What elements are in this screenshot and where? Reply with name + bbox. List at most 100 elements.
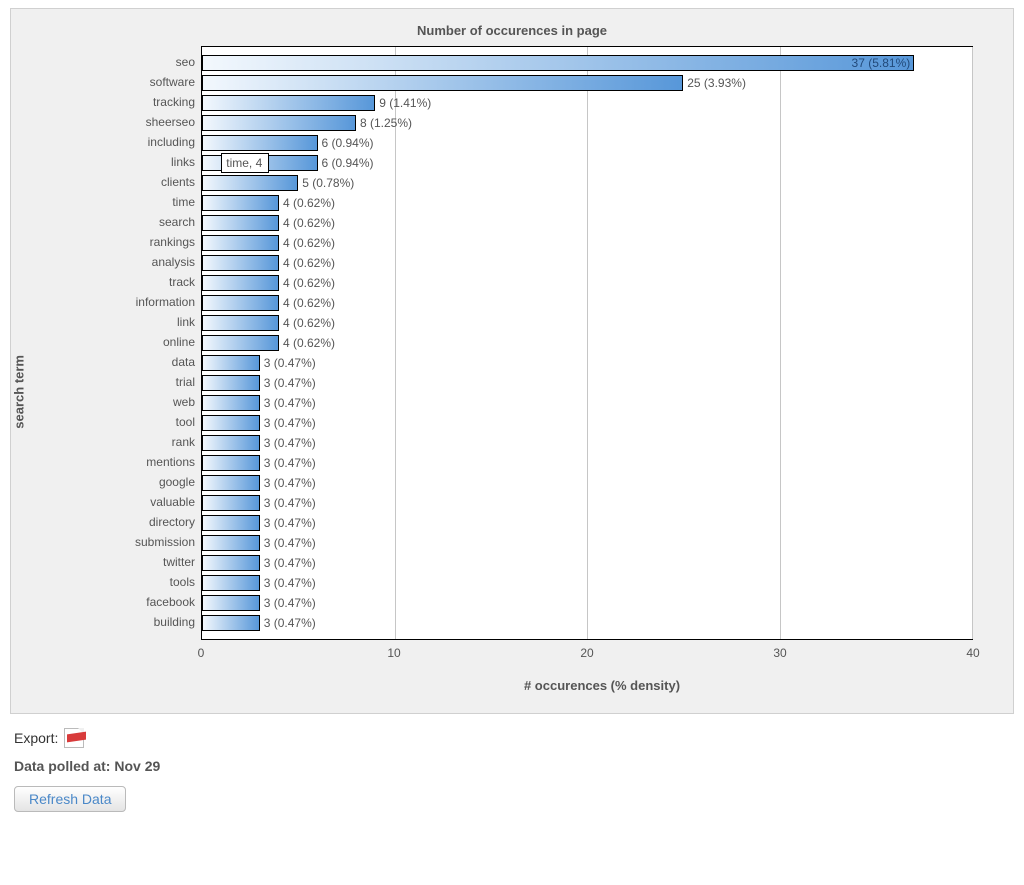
bar-row: 6 (0.94%) xyxy=(202,133,972,153)
bar[interactable] xyxy=(202,115,356,131)
bar-value-label: 3 (0.47%) xyxy=(260,373,316,393)
bar-row: 4 (0.62%) xyxy=(202,293,972,313)
x-axis-ticks: 010203040 xyxy=(201,646,973,664)
bar-value-label: 25 (3.93%) xyxy=(683,73,746,93)
chart-panel: Number of occurences in page search term… xyxy=(10,8,1014,714)
plot-area: 37 (5.81%)25 (3.93%)9 (1.41%)8 (1.25%)6 … xyxy=(201,46,973,640)
category-label: information xyxy=(21,292,195,312)
bar-row: 6 (0.94%)time, 4 xyxy=(202,153,972,173)
bar-row: 4 (0.62%) xyxy=(202,193,972,213)
bar[interactable] xyxy=(202,475,260,491)
bar-value-label: 4 (0.62%) xyxy=(279,313,335,333)
bar-row: 4 (0.62%) xyxy=(202,333,972,353)
bar-value-label: 4 (0.62%) xyxy=(279,293,335,313)
bar[interactable] xyxy=(202,595,260,611)
bar[interactable] xyxy=(202,95,375,111)
bar[interactable] xyxy=(202,455,260,471)
category-label: tracking xyxy=(21,92,195,112)
category-label: building xyxy=(21,612,195,632)
bar[interactable] xyxy=(202,275,279,291)
bar[interactable] xyxy=(202,395,260,411)
category-label: twitter xyxy=(21,552,195,572)
bar-row: 3 (0.47%) xyxy=(202,413,972,433)
bar[interactable] xyxy=(202,375,260,391)
x-tick: 30 xyxy=(773,646,786,660)
bar[interactable] xyxy=(202,295,279,311)
category-label: mentions xyxy=(21,452,195,472)
bar-value-label: 3 (0.47%) xyxy=(260,453,316,473)
bar[interactable] xyxy=(202,135,318,151)
bar-value-label: 6 (0.94%) xyxy=(318,133,374,153)
bar-row: 4 (0.62%) xyxy=(202,253,972,273)
category-label: valuable xyxy=(21,492,195,512)
bar-row: 4 (0.62%) xyxy=(202,273,972,293)
bar-row: 3 (0.47%) xyxy=(202,573,972,593)
bar-value-label: 4 (0.62%) xyxy=(279,273,335,293)
export-row: Export: xyxy=(14,728,1010,748)
category-label: tool xyxy=(21,412,195,432)
bar-value-label: 6 (0.94%) xyxy=(318,153,374,173)
polled-row: Data polled at: Nov 29 xyxy=(14,758,1010,774)
bar-row: 3 (0.47%) xyxy=(202,473,972,493)
bar-value-label: 3 (0.47%) xyxy=(260,553,316,573)
bar[interactable] xyxy=(202,335,279,351)
bar[interactable] xyxy=(202,615,260,631)
bar-row: 25 (3.93%) xyxy=(202,73,972,93)
gridline xyxy=(972,47,973,639)
bar-value-label: 3 (0.47%) xyxy=(260,433,316,453)
export-label: Export: xyxy=(14,730,58,746)
category-label: clients xyxy=(21,172,195,192)
bar[interactable] xyxy=(202,535,260,551)
bar-value-label: 4 (0.62%) xyxy=(279,193,335,213)
category-label: search xyxy=(21,212,195,232)
bar[interactable] xyxy=(202,415,260,431)
bar-row: 3 (0.47%) xyxy=(202,613,972,633)
category-label: seo xyxy=(21,52,195,72)
bar[interactable] xyxy=(202,175,298,191)
x-tick: 0 xyxy=(198,646,205,660)
bar-row: 3 (0.47%) xyxy=(202,353,972,373)
bar[interactable] xyxy=(202,435,260,451)
footer-area: Export: Data polled at: Nov 29 Refresh D… xyxy=(10,728,1014,812)
category-label: software xyxy=(21,72,195,92)
bar[interactable] xyxy=(202,55,914,71)
category-label: data xyxy=(21,352,195,372)
bar[interactable] xyxy=(202,235,279,251)
x-axis-label: # occurences (% density) xyxy=(191,664,1013,713)
bar-value-label: 3 (0.47%) xyxy=(260,473,316,493)
chart-area: search term seosoftwaretrackingsheerseoi… xyxy=(21,46,973,664)
bar-value-label: 3 (0.47%) xyxy=(260,393,316,413)
bar-row: 8 (1.25%) xyxy=(202,113,972,133)
bar[interactable] xyxy=(202,315,279,331)
bar[interactable] xyxy=(202,75,683,91)
bar[interactable] xyxy=(202,515,260,531)
category-label: track xyxy=(21,272,195,292)
bar-value-label: 9 (1.41%) xyxy=(375,93,431,113)
category-label: analysis xyxy=(21,252,195,272)
bar-value-label: 3 (0.47%) xyxy=(260,533,316,553)
pdf-icon[interactable] xyxy=(64,728,84,748)
bar-value-label: 3 (0.47%) xyxy=(260,613,316,633)
bar[interactable] xyxy=(202,575,260,591)
category-label: web xyxy=(21,392,195,412)
category-label: rank xyxy=(21,432,195,452)
bar[interactable] xyxy=(202,495,260,511)
bar-row: 4 (0.62%) xyxy=(202,233,972,253)
bar[interactable] xyxy=(202,255,279,271)
category-label: sheerseo xyxy=(21,112,195,132)
bar[interactable] xyxy=(202,355,260,371)
category-label: link xyxy=(21,312,195,332)
bar-row: 3 (0.47%) xyxy=(202,493,972,513)
bar[interactable] xyxy=(202,215,279,231)
bar-row: 4 (0.62%) xyxy=(202,213,972,233)
category-label: rankings xyxy=(21,232,195,252)
bar-value-label: 3 (0.47%) xyxy=(260,353,316,373)
category-label: time xyxy=(21,192,195,212)
category-label: including xyxy=(21,132,195,152)
bar[interactable] xyxy=(202,555,260,571)
refresh-button[interactable]: Refresh Data xyxy=(14,786,126,812)
x-tick: 40 xyxy=(966,646,979,660)
bar[interactable] xyxy=(202,195,279,211)
bar-value-label: 37 (5.81%) xyxy=(852,53,915,73)
x-tick: 20 xyxy=(580,646,593,660)
